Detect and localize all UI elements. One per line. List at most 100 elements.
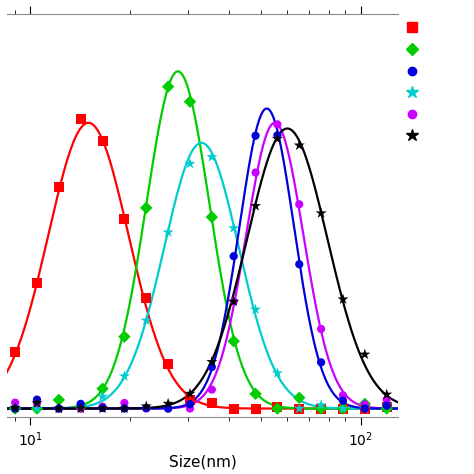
Point xyxy=(186,390,194,397)
Point xyxy=(383,405,391,412)
Point xyxy=(383,402,391,410)
Point xyxy=(208,363,216,371)
Point xyxy=(252,306,259,313)
Point xyxy=(208,213,216,221)
Point xyxy=(317,358,325,366)
Point xyxy=(208,358,216,365)
Point xyxy=(143,402,150,410)
Point xyxy=(208,153,216,161)
Point xyxy=(55,405,63,412)
Point xyxy=(77,405,84,412)
Point xyxy=(317,325,325,333)
Point xyxy=(33,396,41,403)
Point xyxy=(120,373,128,380)
Point xyxy=(11,405,19,412)
Point xyxy=(383,403,391,410)
Point xyxy=(295,405,303,412)
Point xyxy=(361,405,369,412)
Point xyxy=(164,405,172,412)
Point xyxy=(361,351,369,358)
Point xyxy=(55,183,63,191)
Point xyxy=(120,215,128,222)
Point xyxy=(164,83,172,91)
Point xyxy=(55,396,63,404)
Point xyxy=(230,253,237,260)
Point xyxy=(11,403,19,411)
Point xyxy=(186,396,194,403)
Point xyxy=(295,201,303,208)
Point xyxy=(317,401,325,409)
Point xyxy=(273,405,281,412)
Point xyxy=(295,394,303,401)
Point xyxy=(295,405,303,412)
Point xyxy=(186,98,194,105)
Point xyxy=(186,401,194,408)
Point xyxy=(99,385,106,392)
Point xyxy=(120,333,128,340)
Point xyxy=(33,399,41,407)
Point xyxy=(273,403,281,411)
Point xyxy=(143,317,150,324)
Point xyxy=(77,400,84,408)
Point xyxy=(273,131,281,139)
Point xyxy=(317,405,325,412)
Legend: , , , , , : , , , , , xyxy=(409,21,420,143)
Point xyxy=(252,390,259,398)
Point xyxy=(317,210,325,217)
Point xyxy=(383,401,391,409)
Point xyxy=(252,405,259,412)
Point xyxy=(383,396,391,403)
Point xyxy=(339,405,347,412)
Point xyxy=(120,405,128,412)
Point xyxy=(143,404,150,412)
Point xyxy=(230,224,237,232)
Point xyxy=(252,132,259,139)
Point xyxy=(11,404,19,412)
Point xyxy=(208,386,216,393)
Point xyxy=(230,337,237,345)
Point xyxy=(361,401,369,408)
Point xyxy=(339,405,347,412)
Point xyxy=(143,405,150,412)
Point xyxy=(339,295,347,303)
Point xyxy=(55,405,63,412)
Point xyxy=(33,405,41,412)
Point xyxy=(317,405,325,412)
Point xyxy=(186,405,194,412)
Point xyxy=(77,405,84,412)
Point xyxy=(252,169,259,176)
Point xyxy=(339,405,347,412)
Point xyxy=(11,399,19,406)
Point xyxy=(143,204,150,212)
Point xyxy=(33,280,41,287)
Point xyxy=(295,260,303,268)
Point xyxy=(99,137,106,145)
Point xyxy=(339,397,347,404)
Point xyxy=(383,391,391,398)
Point xyxy=(361,400,369,408)
Point xyxy=(273,369,281,377)
Point xyxy=(55,405,63,412)
Point xyxy=(77,116,84,123)
Point xyxy=(361,405,369,412)
Point xyxy=(33,405,41,412)
Point xyxy=(99,405,106,412)
Point xyxy=(273,120,281,128)
Point xyxy=(230,405,237,412)
Point xyxy=(99,403,106,410)
Point xyxy=(55,405,63,412)
Point xyxy=(164,361,172,368)
Point xyxy=(273,135,281,143)
Point xyxy=(186,160,194,167)
X-axis label: Size(nm): Size(nm) xyxy=(169,455,237,469)
Point xyxy=(230,298,237,305)
Point xyxy=(33,400,41,407)
Point xyxy=(339,392,347,399)
Point xyxy=(11,405,19,412)
Point xyxy=(164,405,172,412)
Point xyxy=(11,348,19,356)
Point xyxy=(208,399,216,407)
Point xyxy=(143,294,150,302)
Point xyxy=(361,405,369,412)
Point xyxy=(164,228,172,236)
